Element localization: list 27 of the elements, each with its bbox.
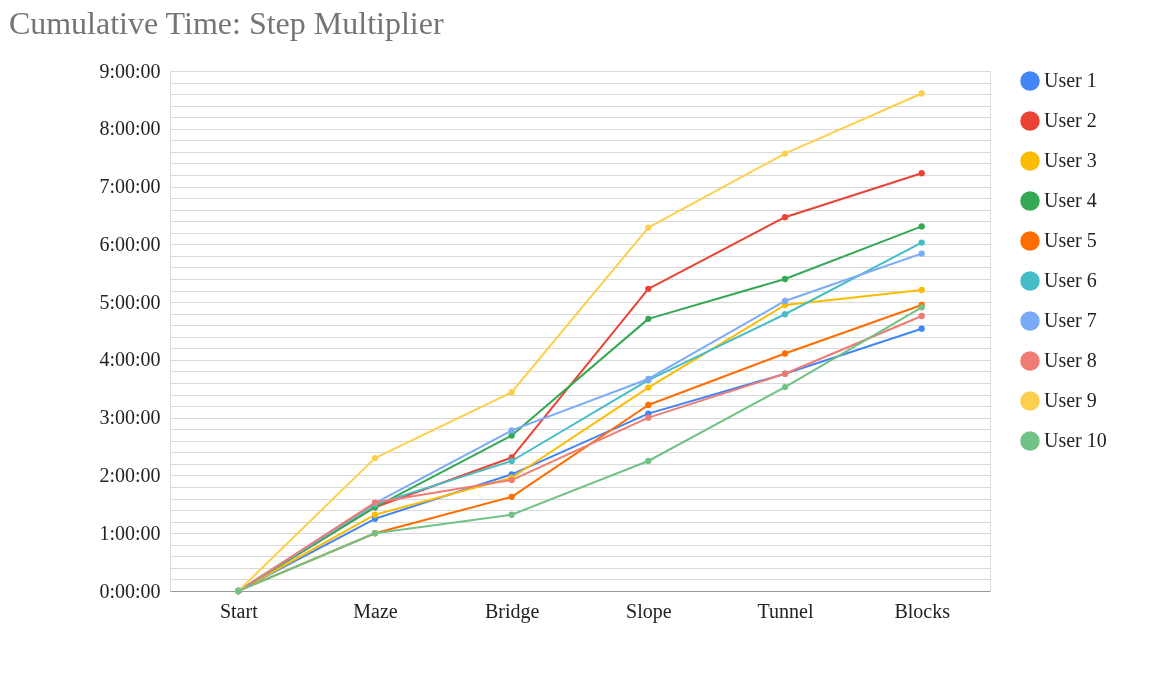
x-tick-label: Slope [626,599,672,623]
legend-label: User 1 [1044,69,1097,91]
y-tick-label: 3:00:00 [99,406,161,429]
legend-label: User 9 [1044,389,1097,411]
legend-label: User 2 [1044,109,1097,131]
x-tick-label: Maze [353,599,398,622]
y-tick-label: 4:00:00 [99,348,161,371]
y-tick-label: 7:00:00 [99,175,161,198]
legend-label: User 8 [1044,349,1097,371]
legend-label: User 6 [1044,269,1097,291]
x-tick-label: Tunnel [757,599,814,622]
legend-label: User 4 [1044,189,1097,211]
y-tick-label: 8:00:00 [99,117,161,140]
y-tick-label: 1:00:00 [99,521,161,544]
y-tick-label: 9:00:00 [99,59,161,82]
legend-label: User 10 [1044,429,1107,451]
y-tick-label: 6:00:00 [99,232,161,255]
y-tick-label: 5:00:00 [99,290,161,313]
legend-label: User 3 [1044,149,1097,171]
x-tick-label: Bridge [484,599,540,623]
y-tick-label: 2:00:00 [99,463,161,486]
x-tick-label: Start [219,599,259,622]
x-tick-label: Blocks [894,599,951,622]
chart-title: Cumulative Time: Step Multiplier [8,5,444,41]
y-tick-label: 0:00:00 [99,579,161,602]
legend-label: User 5 [1044,229,1097,251]
legend-label: User 7 [1044,309,1097,331]
